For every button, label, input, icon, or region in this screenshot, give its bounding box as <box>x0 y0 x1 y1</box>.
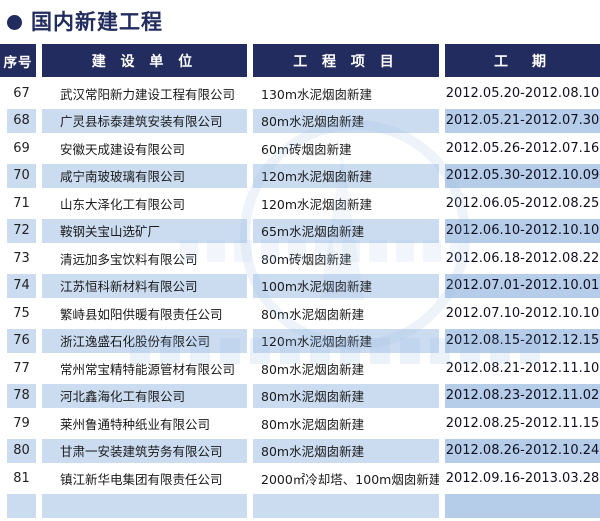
page: { "page": { "title": "国内新建工程" }, "table"… <box>0 0 600 500</box>
table-row: 71 山东大泽化工有限公司 120m水泥烟囱新建 2012.06.05-2012… <box>0 191 600 219</box>
column-header-period: 工 期 <box>445 44 600 77</box>
bullet-icon <box>7 15 22 30</box>
row-number: 68 <box>7 109 36 137</box>
company-name: 鞍钢关宝山选矿厂 <box>42 219 247 247</box>
company-name: 江苏恒科新材料有限公司 <box>42 274 247 302</box>
project-period <box>445 494 600 521</box>
table-row: 79 莱州鲁通特种纸业有限公司 80m水泥烟囱新建 2012.08.25-201… <box>0 411 600 439</box>
project-name: 80m水泥烟囱新建 <box>253 439 439 467</box>
column-header-company: 建 设 单 位 <box>42 44 247 77</box>
project-name: 80m砖烟囱新建 <box>253 246 439 274</box>
row-number <box>7 494 36 521</box>
row-number: 69 <box>7 136 36 164</box>
column-header-number: 序号 <box>0 44 36 77</box>
table-row: 81 镇江新华电集团有限责任公司 2000㎡冷却塔、100m烟囱新建 2012.… <box>0 466 600 494</box>
table-row: 72 鞍钢关宝山选矿厂 65m水泥烟囱新建 2012.06.10-2012.10… <box>0 219 600 247</box>
row-number: 81 <box>7 466 36 494</box>
project-name: 120m水泥烟囱新建 <box>253 191 439 219</box>
project-name: 65m水泥烟囱新建 <box>253 219 439 247</box>
row-number: 67 <box>7 81 36 109</box>
row-number: 70 <box>7 164 36 192</box>
table-row: 73 清远加多宝饮料有限公司 80m砖烟囱新建 2012.06.18-2012.… <box>0 246 600 274</box>
project-name: 120m水泥烟囱新建 <box>253 164 439 192</box>
project-period: 2012.05.26-2012.07.16 <box>445 136 600 164</box>
project-period: 2012.08.21-2012.11.10 <box>445 356 600 384</box>
table-row <box>0 494 600 521</box>
project-name: 100m水泥烟囱新建 <box>253 274 439 302</box>
project-period: 2012.08.25-2012.11.15 <box>445 411 600 439</box>
table-row: 77 常州常宝精特能源管材有限公司 80m水泥烟囱新建 2012.08.21-2… <box>0 356 600 384</box>
row-number: 71 <box>7 191 36 219</box>
project-period: 2012.06.05-2012.08.25 <box>445 191 600 219</box>
project-period: 2012.07.01-2012.10.01 <box>445 274 600 302</box>
row-number: 77 <box>7 356 36 384</box>
table-row: 75 繁峙县如阳供暖有限责任公司 80m水泥烟囱新建 2012.07.10-20… <box>0 301 600 329</box>
row-number: 75 <box>7 301 36 329</box>
project-name: 130m水泥烟囱新建 <box>253 81 439 109</box>
row-number: 74 <box>7 274 36 302</box>
table-row: 70 咸宁南玻玻璃有限公司 120m水泥烟囱新建 2012.05.30-2012… <box>0 164 600 192</box>
project-name: 120m水泥烟囱新建 <box>253 329 439 357</box>
table-row: 78 河北鑫海化工有限公司 80m水泥烟囱新建 2012.08.23-2012.… <box>0 384 600 412</box>
project-name <box>253 494 439 521</box>
row-number: 72 <box>7 219 36 247</box>
company-name: 清远加多宝饮料有限公司 <box>42 246 247 274</box>
company-name: 繁峙县如阳供暖有限责任公司 <box>42 301 247 329</box>
table-row: 80 甘肃一安装建筑劳务有限公司 80m水泥烟囱新建 2012.08.26-20… <box>0 439 600 467</box>
section-header: 国内新建工程 <box>0 0 600 44</box>
project-period: 2012.08.23-2012.11.02 <box>445 384 600 412</box>
table-row: 69 安徽天成建设有限公司 60m砖烟囱新建 2012.05.26-2012.0… <box>0 136 600 164</box>
project-name: 80m水泥烟囱新建 <box>253 411 439 439</box>
project-period: 2012.09.16-2013.03.28 <box>445 466 600 494</box>
project-name: 80m水泥烟囱新建 <box>253 356 439 384</box>
project-period: 2012.05.21-2012.07.30 <box>445 109 600 137</box>
company-name: 常州常宝精特能源管材有限公司 <box>42 356 247 384</box>
project-name: 80m水泥烟囱新建 <box>253 384 439 412</box>
project-period: 2012.07.10-2012.10.10 <box>445 301 600 329</box>
project-period: 2012.08.15-2012.12.15 <box>445 329 600 357</box>
company-name: 山东大泽化工有限公司 <box>42 191 247 219</box>
row-number: 79 <box>7 411 36 439</box>
table-header-row: 序号 建 设 单 位 工 程 项 目 工 期 <box>0 44 600 77</box>
company-name: 浙江逸盛石化股份有限公司 <box>42 329 247 357</box>
company-name: 广灵县标泰建筑安装有限公司 <box>42 109 247 137</box>
page-title: 国内新建工程 <box>31 12 163 33</box>
table-row: 74 江苏恒科新材料有限公司 100m水泥烟囱新建 2012.07.01-201… <box>0 274 600 302</box>
company-name: 甘肃一安装建筑劳务有限公司 <box>42 439 247 467</box>
project-name: 80m水泥烟囱新建 <box>253 301 439 329</box>
table-body: 67 武汉常阳新力建设工程有限公司 130m水泥烟囱新建 2012.05.20-… <box>0 81 600 521</box>
project-name: 2000㎡冷却塔、100m烟囱新建 <box>253 466 439 494</box>
project-name: 80m水泥烟囱新建 <box>253 109 439 137</box>
company-name: 安徽天成建设有限公司 <box>42 136 247 164</box>
company-name: 莱州鲁通特种纸业有限公司 <box>42 411 247 439</box>
company-name <box>42 494 247 521</box>
company-name: 河北鑫海化工有限公司 <box>42 384 247 412</box>
table-row: 68 广灵县标泰建筑安装有限公司 80m水泥烟囱新建 2012.05.21-20… <box>0 109 600 137</box>
row-number: 73 <box>7 246 36 274</box>
company-name: 镇江新华电集团有限责任公司 <box>42 466 247 494</box>
row-number: 78 <box>7 384 36 412</box>
project-period: 2012.05.30-2012.10.09 <box>445 164 600 192</box>
project-period: 2012.05.20-2012.08.10 <box>445 81 600 109</box>
project-name: 60m砖烟囱新建 <box>253 136 439 164</box>
company-name: 咸宁南玻玻璃有限公司 <box>42 164 247 192</box>
row-number: 76 <box>7 329 36 357</box>
project-period: 2012.08.26-2012.10.24 <box>445 439 600 467</box>
project-period: 2012.06.18-2012.08.22 <box>445 246 600 274</box>
table-row: 67 武汉常阳新力建设工程有限公司 130m水泥烟囱新建 2012.05.20-… <box>0 81 600 109</box>
project-period: 2012.06.10-2012.10.10 <box>445 219 600 247</box>
column-header-project: 工 程 项 目 <box>253 44 439 77</box>
row-number: 80 <box>7 439 36 467</box>
company-name: 武汉常阳新力建设工程有限公司 <box>42 81 247 109</box>
table-row: 76 浙江逸盛石化股份有限公司 120m水泥烟囱新建 2012.08.15-20… <box>0 329 600 357</box>
